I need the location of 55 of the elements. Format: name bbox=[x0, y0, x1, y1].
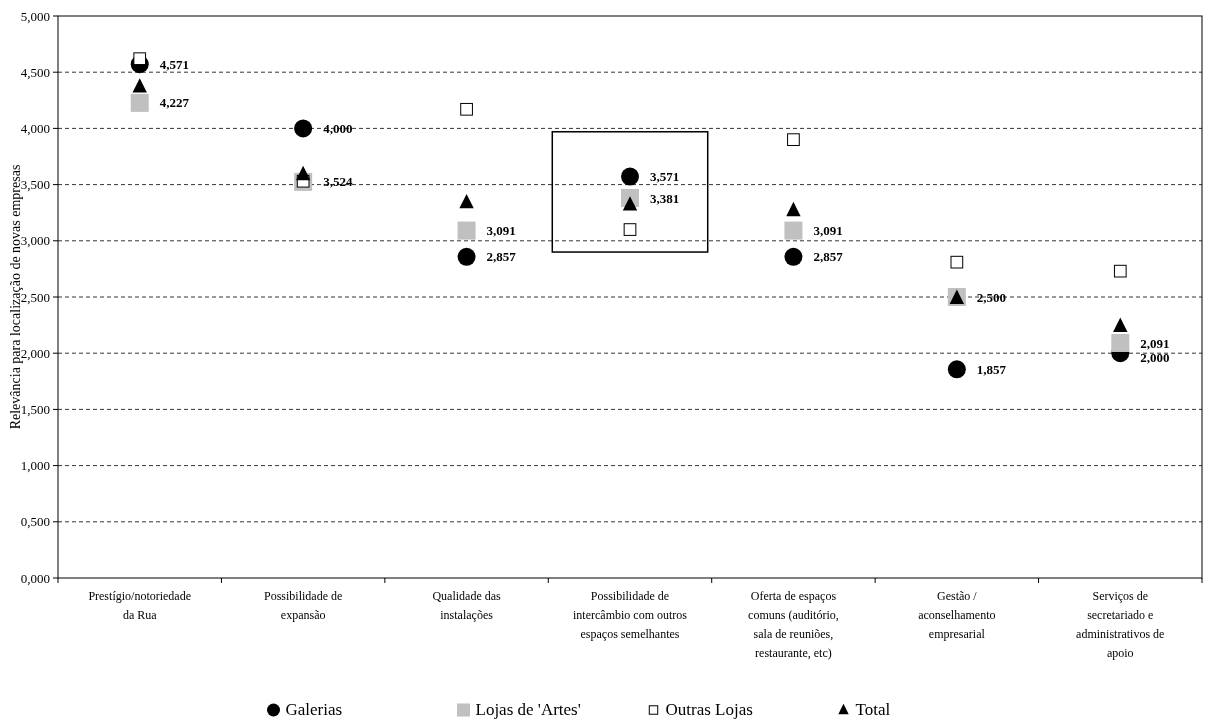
point bbox=[622, 196, 638, 211]
data-label: 3,524 bbox=[323, 174, 353, 190]
point bbox=[1113, 317, 1128, 332]
point bbox=[621, 167, 639, 186]
x-tick-label: Prestígio/notoriedade da Rua bbox=[88, 589, 192, 622]
point bbox=[295, 165, 311, 181]
point bbox=[1113, 264, 1127, 278]
legend-label: Outras Lojas bbox=[665, 700, 753, 719]
y-tick-label: 0,000 bbox=[20, 570, 50, 586]
point bbox=[459, 193, 474, 209]
legend-label: Galerias bbox=[285, 700, 343, 719]
data-label: 2,857 bbox=[486, 249, 517, 265]
x-tick-label: Gestão / aconselhamento empresarial bbox=[918, 589, 996, 641]
data-label: 2,500 bbox=[976, 289, 1007, 305]
data-label: 2,000 bbox=[1140, 349, 1170, 365]
point bbox=[784, 221, 803, 240]
data-label: 4,571 bbox=[159, 56, 189, 72]
y-tick-label: 0,500 bbox=[20, 514, 50, 530]
y-tick-label: 5,000 bbox=[20, 8, 50, 24]
point bbox=[294, 119, 313, 138]
legend-label: Total bbox=[855, 700, 891, 719]
x-tick-label: Possibilidade de expansão bbox=[263, 589, 343, 622]
x-tick-label: Possibilidade de intercâmbio com outros espaços semelhantes bbox=[573, 589, 688, 641]
data-label: 2,091 bbox=[1140, 335, 1170, 351]
data-label: 1,857 bbox=[976, 361, 1007, 377]
data-label: 4,227 bbox=[159, 95, 190, 111]
y-tick-label: 2,000 bbox=[20, 345, 50, 361]
point bbox=[623, 223, 637, 236]
point bbox=[132, 78, 147, 93]
point bbox=[950, 255, 964, 269]
y-tick-label: 3,000 bbox=[20, 233, 50, 249]
point bbox=[786, 201, 801, 217]
point bbox=[460, 102, 473, 116]
x-tick-label: Serviços de secretariado e administrativos de apoio bbox=[1076, 589, 1165, 660]
legend-label: Lojas de 'Artes' bbox=[475, 700, 581, 719]
data-label: 3,091 bbox=[813, 223, 843, 239]
x-tick-label: Oferta de espaços comuns (auditório, sala de reuniões, restaurante, etc) bbox=[748, 589, 839, 660]
data-label: 3,571 bbox=[650, 169, 680, 185]
y-tick-label: 1,000 bbox=[20, 458, 50, 474]
y-tick-label: 4,500 bbox=[20, 64, 50, 80]
y-tick-label: 4,000 bbox=[20, 120, 50, 136]
data-label: 3,091 bbox=[486, 223, 516, 239]
point bbox=[457, 221, 476, 240]
point bbox=[457, 247, 476, 266]
data-label: 4,000 bbox=[323, 120, 353, 136]
point bbox=[947, 360, 966, 379]
data-label: 2,857 bbox=[813, 249, 844, 265]
y-tick-label: 1,500 bbox=[20, 401, 50, 417]
y-tick-label: 3,500 bbox=[20, 177, 50, 193]
point bbox=[130, 93, 149, 112]
point bbox=[784, 247, 803, 266]
point bbox=[1111, 333, 1130, 352]
data-label: 3,381 bbox=[650, 190, 680, 206]
x-tick-label: Qualidade das instalações bbox=[432, 589, 502, 622]
y-tick-label: 2,500 bbox=[20, 289, 50, 305]
